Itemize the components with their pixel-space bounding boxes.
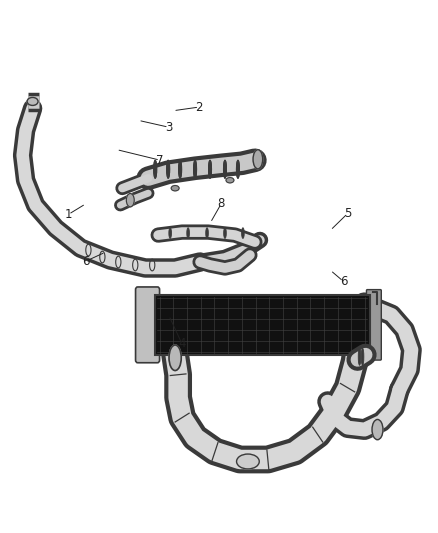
Text: 5: 5 <box>344 207 351 220</box>
Ellipse shape <box>169 228 171 238</box>
Ellipse shape <box>166 160 170 179</box>
Text: 2: 2 <box>196 101 203 114</box>
Ellipse shape <box>358 348 361 365</box>
Ellipse shape <box>179 160 182 179</box>
Text: 6: 6 <box>340 275 347 288</box>
Ellipse shape <box>206 228 208 238</box>
Ellipse shape <box>27 98 38 106</box>
Ellipse shape <box>126 193 134 207</box>
Ellipse shape <box>237 160 240 179</box>
FancyBboxPatch shape <box>367 289 381 360</box>
Ellipse shape <box>372 419 383 440</box>
Ellipse shape <box>253 150 263 169</box>
Ellipse shape <box>226 177 234 183</box>
Ellipse shape <box>353 303 370 313</box>
Text: 8: 8 <box>218 197 225 211</box>
Text: 7: 7 <box>156 154 164 167</box>
Text: 6: 6 <box>82 255 90 268</box>
Text: 3: 3 <box>165 120 173 134</box>
Ellipse shape <box>242 228 244 238</box>
Ellipse shape <box>361 348 364 365</box>
Ellipse shape <box>187 228 189 238</box>
Ellipse shape <box>154 160 157 179</box>
Ellipse shape <box>171 185 179 191</box>
Ellipse shape <box>169 345 181 370</box>
Ellipse shape <box>224 228 226 238</box>
FancyBboxPatch shape <box>135 287 159 363</box>
Ellipse shape <box>223 160 226 179</box>
Text: 1: 1 <box>65 208 72 221</box>
Ellipse shape <box>237 454 259 469</box>
Ellipse shape <box>208 160 212 179</box>
Ellipse shape <box>194 160 197 179</box>
Text: 4: 4 <box>178 337 186 350</box>
Bar <box>155 295 370 355</box>
